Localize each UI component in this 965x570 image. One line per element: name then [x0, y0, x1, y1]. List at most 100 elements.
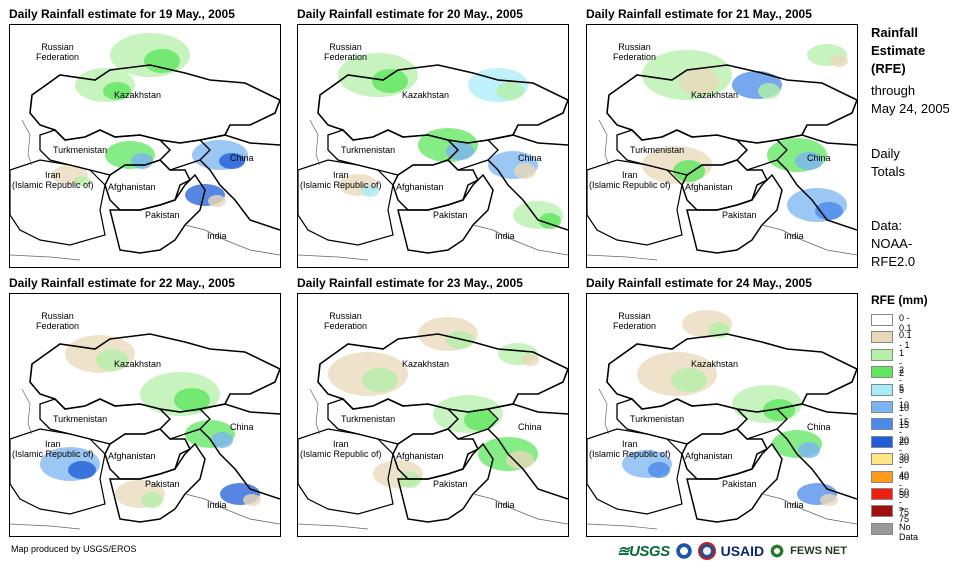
label-russia: Russian Federation [324, 42, 368, 62]
fews-logo: FEWS NET [790, 545, 847, 557]
legend-label: 15 - 20 [899, 417, 910, 448]
legend-label: 10 - 15 [899, 399, 910, 430]
title-line-2: Estimate [871, 43, 926, 58]
legend-label: 0 - 0.1 [899, 313, 912, 333]
india-border [472, 493, 568, 525]
period-text: through May 24, 2005 [871, 82, 950, 118]
label-turkmenistan: Turkmenistan [630, 414, 685, 424]
legend-swatch [871, 314, 893, 326]
iran-border [587, 159, 683, 246]
kyrgyz-tajik-border [735, 408, 788, 440]
rainfall-area [211, 432, 233, 448]
afghanistan-border [392, 159, 480, 211]
kyrgyz-tajik-border [446, 408, 499, 440]
label-iran: Iran (Islamic Republic of) [589, 439, 671, 459]
label-india: India [495, 231, 515, 241]
kyrgyz-tajik-border [158, 408, 211, 440]
noaa-logo-icon [674, 542, 693, 560]
fews-globe-icon [769, 543, 786, 559]
map-graphic [298, 294, 568, 536]
legend-swatch [871, 487, 893, 500]
rainfall-map: Russian Federation Kazakhstan Turkmenista… [9, 293, 281, 537]
legend-title: RFE (mm) [871, 293, 928, 307]
kyrgyz-tajik-border [446, 139, 499, 171]
label-iran: Iran (Islamic Republic of) [589, 170, 671, 190]
label-russia: Russian Federation [36, 42, 80, 62]
label-iran: Iran (Islamic Republic of) [12, 170, 94, 190]
legend-swatch [871, 453, 893, 466]
legend-swatch [871, 418, 893, 431]
data-source-line-1: NOAA- [871, 236, 913, 251]
panel-title: Daily Rainfall estimate for 22 May., 200… [9, 276, 235, 290]
map-graphic [298, 25, 568, 267]
china-border [199, 134, 280, 231]
label-kazakhstan: Kazakhstan [402, 90, 450, 100]
data-source-line-2: RFE2.0 [871, 254, 916, 269]
legend-swatch [871, 505, 893, 518]
afghanistan-border [104, 428, 192, 480]
iran-border [298, 159, 394, 246]
caspian-sea [309, 388, 321, 435]
doi-seal-icon [697, 542, 716, 560]
credit-text: Map produced by USGS/EROS [11, 544, 137, 554]
daily-label: Daily [871, 146, 900, 161]
rainfall-area [758, 83, 780, 99]
label-afghanistan: Afghanistan [396, 182, 444, 192]
caspian-sea [598, 119, 610, 166]
rainfall-area [219, 153, 245, 169]
legend-swatch [871, 400, 893, 413]
map-graphic [10, 294, 280, 536]
rainfall-area [208, 195, 226, 207]
china-border [487, 134, 568, 231]
legend-swatch [871, 331, 893, 344]
coastline [10, 254, 81, 261]
rainfall-map-panel: Daily Rainfall estimate for 22 May., 200… [9, 276, 281, 539]
label-iran: Iran (Islamic Republic of) [300, 170, 382, 190]
rainfall-map: Russian Federation Kazakhstan Turkmenista… [586, 24, 858, 268]
rainfall-area [521, 354, 539, 366]
label-india: India [207, 500, 227, 510]
label-pakistan: Pakistan [433, 479, 468, 489]
label-kazakhstan: Kazakhstan [691, 359, 739, 369]
china-border [199, 403, 280, 500]
rainfall-map-panel: Daily Rainfall estimate for 23 May., 200… [297, 276, 569, 539]
end-date: May 24, 2005 [871, 101, 950, 116]
pakistan-border [109, 442, 206, 523]
coastline [298, 254, 369, 261]
legend-swatch [871, 383, 893, 396]
rainfall-map: Russian Federation Kazakhstan Turkmenista… [297, 293, 569, 537]
label-china: China [807, 153, 831, 163]
rainfall-area [539, 213, 561, 229]
legend-swatch [871, 522, 893, 535]
iran-border [10, 159, 106, 246]
label-india: India [784, 500, 804, 510]
rainfall-map-panel: Daily Rainfall estimate for 19 May., 200… [9, 7, 281, 270]
afghanistan-border [104, 159, 192, 211]
kyrgyz-tajik-border [158, 139, 211, 171]
india-border [761, 224, 857, 256]
legend-label: 30 - 40 [899, 452, 910, 483]
label-pakistan: Pakistan [145, 210, 180, 220]
label-india: India [495, 500, 515, 510]
panel-title: Daily Rainfall estimate for 24 May., 200… [586, 276, 812, 290]
rainfall-area [679, 67, 719, 95]
through-label: through [871, 83, 916, 98]
china-border [776, 134, 857, 231]
legend-heading: Rainfall Estimate (RFE) [871, 24, 925, 78]
label-russia: Russian Federation [613, 42, 657, 62]
map-graphic [10, 25, 280, 267]
label-kazakhstan: Kazakhstan [402, 359, 450, 369]
afghanistan-border [681, 159, 769, 211]
rainfall-area [514, 163, 536, 179]
rainfall-area [798, 442, 820, 458]
label-turkmenistan: Turkmenistan [630, 145, 685, 155]
label-turkmenistan: Turkmenistan [53, 145, 108, 155]
rainfall-area [103, 82, 131, 100]
coastline [587, 523, 658, 530]
rainfall-map: Russian Federation Kazakhstan Turkmenista… [586, 293, 858, 537]
afghanistan-border [392, 428, 480, 480]
pakistan-border [397, 173, 494, 254]
caspian-sea [21, 119, 33, 166]
legend-swatch [871, 366, 893, 379]
label-russia: Russian Federation [36, 311, 80, 331]
